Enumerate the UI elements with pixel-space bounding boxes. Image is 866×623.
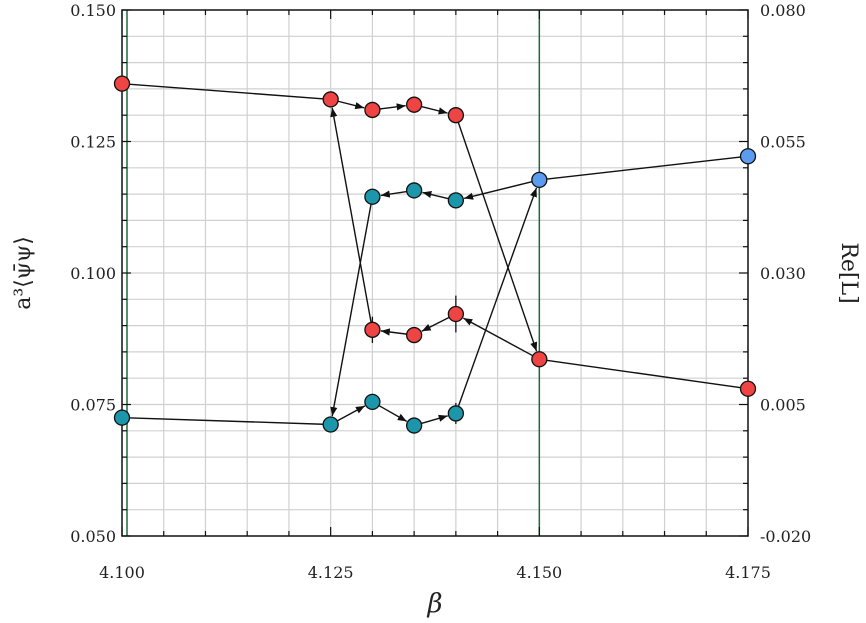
connector-lines [121, 82, 749, 426]
data-point [364, 393, 381, 411]
data-point [447, 107, 465, 124]
connector-arrow [422, 190, 449, 200]
y-tick-label-right: 0.005 [760, 396, 806, 415]
data-point [405, 96, 423, 113]
connector-arrow [463, 181, 533, 200]
y-tick-label-right: 0.080 [760, 1, 806, 20]
connector-arrow [421, 105, 448, 115]
connector-line [539, 155, 749, 181]
connector-arrow [457, 122, 538, 352]
y-tick-label-left: 0.150 [70, 1, 116, 20]
data-point [531, 351, 548, 368]
x-tick-label: 4.125 [308, 563, 354, 582]
data-point [364, 188, 381, 205]
connector-arrow [336, 405, 366, 422]
y-tick-label-left: 0.125 [70, 133, 116, 152]
x-tick-label: 4.100 [99, 563, 145, 582]
connector-arrow [457, 187, 538, 407]
y-tick-label-left: 0.100 [70, 264, 116, 283]
y-tick-label-left: 0.075 [70, 396, 116, 415]
data-point [322, 91, 339, 108]
data-point [364, 101, 381, 119]
data-point [447, 405, 465, 422]
data-point [447, 192, 465, 209]
connector-arrow [379, 103, 406, 111]
connector-arrow [378, 404, 408, 422]
x-tick-label: 4.175 [725, 563, 771, 582]
connector-line [539, 358, 749, 390]
data-point [405, 326, 423, 344]
data-point [405, 182, 423, 199]
data-point [739, 380, 757, 397]
y-tick-label-left: 0.050 [70, 527, 116, 546]
tick-labels: 4.100 4.125 4.150 4.175 0.050 0.075 0.100 0.125… [70, 1, 811, 582]
data-point [322, 416, 339, 433]
connector-arrow [330, 107, 372, 323]
x-axis-title: β [426, 589, 442, 619]
connector-line [121, 416, 331, 426]
data-point [364, 321, 381, 338]
connector-arrow [330, 203, 372, 417]
connector-arrow [421, 316, 450, 332]
connector-arrow [337, 100, 365, 110]
connector-arrow [380, 328, 407, 336]
y-tick-label-right: 0.030 [760, 264, 806, 283]
y-tick-label-right: 0.055 [760, 133, 806, 152]
connector-line [121, 82, 331, 101]
data-points [113, 75, 757, 434]
data-point [739, 148, 757, 165]
connector-arrow [380, 190, 407, 198]
data-point [113, 409, 131, 426]
data-point [447, 305, 465, 323]
y-axis-right-title: Re[L] [836, 242, 861, 303]
data-point [405, 417, 423, 434]
data-point [113, 75, 131, 92]
x-tick-label: 4.150 [516, 563, 562, 582]
connector-arrow [463, 317, 534, 357]
grid [122, 10, 748, 536]
y-axis-left-title: a³⟨ψ̄ψ⟩ [11, 236, 36, 310]
data-point [531, 171, 548, 189]
y-tick-label-right: -0.020 [760, 527, 811, 546]
connector-arrow [421, 414, 448, 425]
